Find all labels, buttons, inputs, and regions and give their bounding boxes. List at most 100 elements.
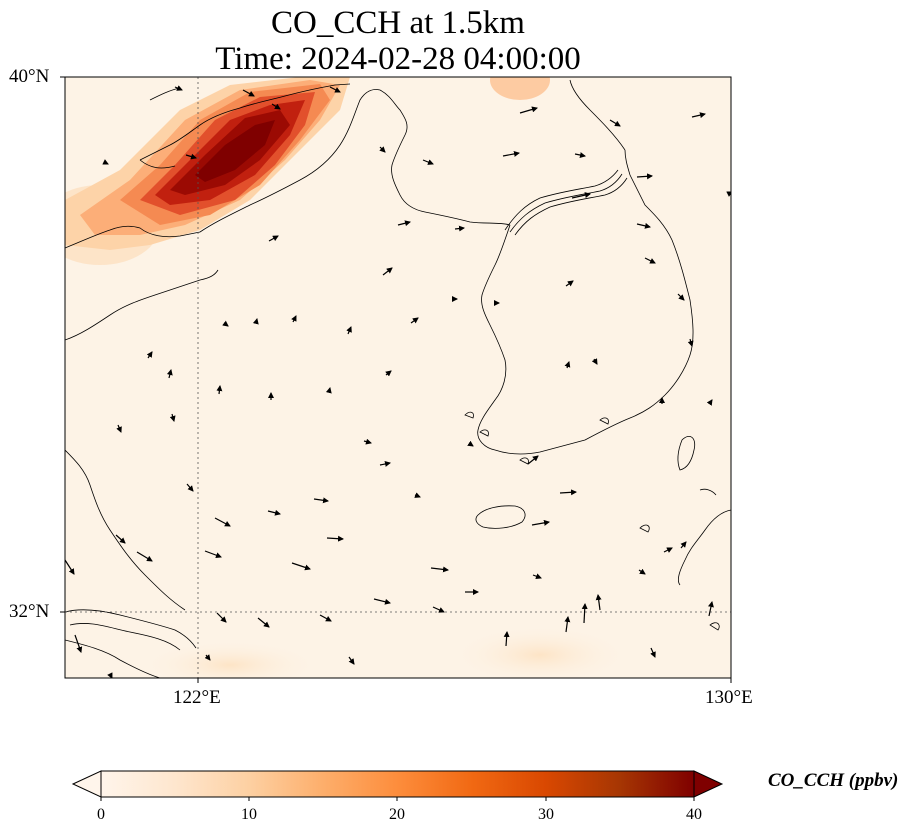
wind-vector-arrow — [216, 612, 227, 623]
wind-vector-arrow — [644, 257, 656, 264]
colorbar-tick-0: 0 — [97, 806, 105, 823]
wind-vector-arrow — [329, 86, 341, 93]
wind-vector-arrow — [116, 424, 122, 433]
wind-vector-arrow — [252, 318, 259, 325]
wind-vector-arrow — [574, 152, 586, 158]
wind-vector-arrow — [102, 159, 109, 165]
wind-vector-arrow — [636, 173, 653, 180]
wind-vector-arrow — [326, 535, 344, 542]
wind-vector-arrow — [519, 106, 538, 114]
lon-tick-label-122e: 122°E — [173, 687, 221, 708]
wind-vector-arrow — [204, 654, 211, 661]
lat-tick-label-40n: 40°N — [9, 66, 50, 87]
field-enhancement-southwest — [140, 640, 320, 678]
wind-vector-arrow — [691, 112, 706, 119]
wind-vector-arrow — [385, 370, 392, 377]
wind-vector-arrow — [595, 594, 602, 611]
wind-vector-arrow — [348, 656, 355, 665]
wind-vector-arrow — [242, 89, 255, 97]
colorbar-gradient — [100, 770, 695, 798]
wind-vector-arrow — [319, 614, 332, 622]
wind-vector-arrow — [680, 541, 687, 549]
map-title: CO_CCH at 1.5km — [271, 5, 525, 41]
field-enhancement-north — [490, 77, 550, 100]
co-plume — [65, 77, 350, 250]
wind-vector-arrow — [271, 103, 281, 110]
wind-vector-arrow — [531, 519, 550, 526]
wind-vector-arrow — [174, 85, 183, 91]
colorbar-tick-30: 30 — [538, 806, 554, 823]
wind-vector-arrow — [565, 280, 574, 287]
wind-vector-arrow — [65, 559, 75, 575]
wind-vector-arrow — [397, 220, 411, 227]
wind-vector-arrow — [107, 672, 113, 678]
colorbar — [71, 770, 724, 801]
wind-vector-arrow — [214, 517, 231, 527]
wind-vector-arrow — [146, 351, 153, 359]
wind-vector-arrow — [166, 369, 173, 379]
wind-vector-arrow — [410, 317, 419, 324]
wind-vector-arrow — [216, 385, 223, 395]
colorbar-label: CO_CCH (ppbv) — [768, 770, 899, 791]
wind-vector-arrow — [346, 326, 352, 335]
wind-vector-arrow — [502, 150, 520, 157]
wind-vector-arrow — [257, 617, 270, 628]
map-frame — [64, 76, 732, 679]
wind-vector-arrow — [115, 534, 126, 544]
wind-vector-arrow — [687, 338, 694, 347]
wind-vector-arrow — [325, 387, 332, 394]
wind-vector-arrow — [379, 146, 386, 153]
wind-vector-arrow — [650, 647, 656, 658]
wind-vector-arrow — [291, 562, 311, 571]
wind-vector-arrow — [268, 235, 279, 242]
wind-vector-arrow — [373, 598, 391, 605]
wind-vector-arrow — [532, 573, 542, 580]
wind-vector-arrow — [591, 358, 598, 365]
wind-vector-arrow — [363, 438, 372, 445]
wind-vector-arrow — [581, 603, 588, 624]
wind-vector-arrow — [379, 461, 391, 467]
wind-vector-arrow — [677, 293, 685, 301]
wind-vector-arrow — [422, 159, 434, 165]
wind-vector-arrow — [74, 634, 83, 653]
wind-vector-arrow — [564, 616, 571, 633]
field-enhancement-south — [450, 625, 630, 678]
colorbar-tick-40: 40 — [686, 806, 702, 823]
coastlines — [65, 79, 731, 678]
colorbar-extend-min — [71, 770, 102, 798]
wind-vector-arrow — [663, 547, 673, 553]
wind-vectors — [65, 85, 731, 678]
wind-vector-arrow — [432, 606, 445, 613]
wind-vector-arrow — [571, 192, 591, 199]
wind-vector-arrow — [726, 191, 731, 197]
wind-vector-arrow — [708, 601, 714, 617]
lat-tick-label-32n: 32°N — [9, 601, 50, 622]
wind-vector-arrow — [454, 225, 465, 232]
colorbar-tick-20: 20 — [389, 806, 405, 823]
colorbar-tick-10: 10 — [241, 806, 257, 823]
wind-vector-arrow — [169, 413, 176, 422]
wind-vector-arrow — [527, 455, 539, 465]
wind-vector-arrow — [186, 483, 194, 492]
gridlines — [65, 77, 731, 678]
wind-vector-arrow — [706, 399, 713, 406]
wind-vector-arrow — [291, 315, 297, 323]
wind-vector-arrow — [559, 489, 577, 496]
wind-vector-arrow — [414, 492, 421, 498]
wind-vector-arrow — [267, 509, 281, 516]
wind-vector-arrow — [313, 497, 329, 504]
wind-vector-arrow — [636, 222, 651, 229]
wind-vector-arrow — [467, 440, 474, 447]
wind-vector-arrow — [222, 320, 229, 327]
wind-vector-arrow — [430, 566, 449, 573]
map-time-subtitle: Time: 2024-02-28 04:00:00 — [215, 41, 581, 77]
wind-vector-arrow — [503, 631, 510, 647]
wind-vector-arrow — [204, 550, 222, 559]
wind-vector-arrow — [609, 119, 621, 127]
wind-vector-arrow — [382, 267, 393, 276]
map-plot-area — [65, 77, 731, 678]
wind-vector-arrow — [638, 568, 646, 575]
axis-tick-marks — [60, 76, 732, 683]
colorbar-extend-max — [693, 770, 724, 798]
